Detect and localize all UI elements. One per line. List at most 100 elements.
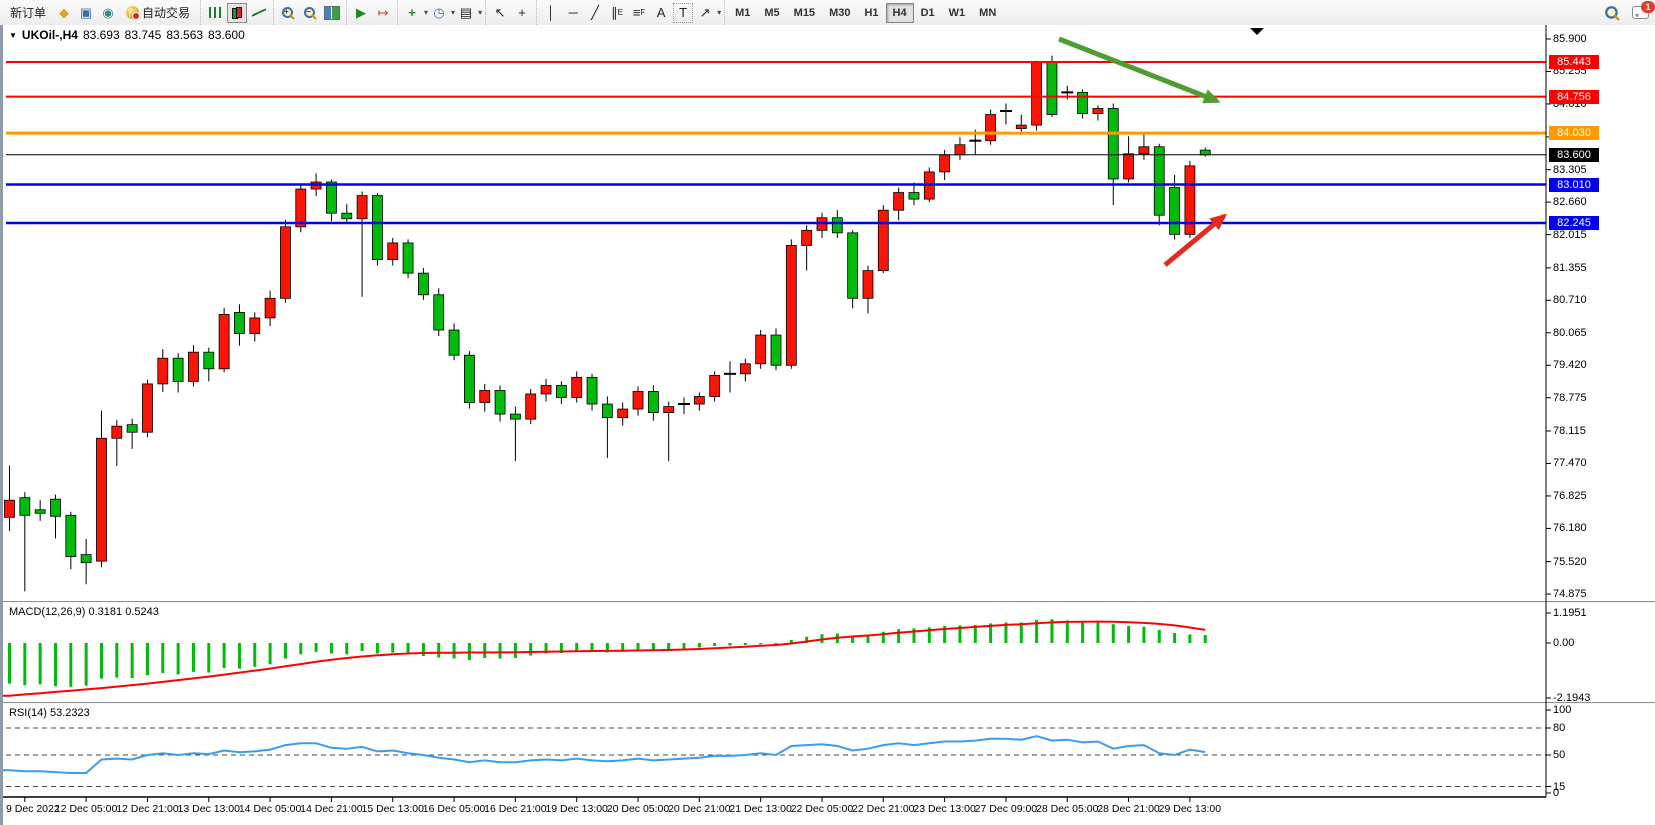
toolbar-group-charttype bbox=[200, 0, 273, 25]
collapse-icon[interactable]: ▼ bbox=[9, 30, 17, 40]
autotrade-icon bbox=[126, 6, 141, 20]
crosshair-icon[interactable]: + bbox=[518, 5, 526, 20]
timeframe-button-MN[interactable]: MN bbox=[972, 3, 1003, 23]
time-axis-label: 27 Dec 09:00 bbox=[974, 803, 1038, 815]
time-axis-label: 22 Dec 21:00 bbox=[852, 803, 915, 815]
templates-dropdown-icon[interactable]: ▾ bbox=[478, 8, 483, 17]
price-tick-label: 75.520 bbox=[1553, 555, 1587, 568]
time-axis-label: 14 Dec 05:00 bbox=[238, 803, 302, 815]
price-tick-label: 82.015 bbox=[1553, 228, 1587, 241]
rsi-pane bbox=[3, 727, 1546, 787]
macd-pane bbox=[3, 619, 1207, 697]
time-axis-label: 14 Dec 21:00 bbox=[300, 803, 363, 815]
price-tick-label: 78.775 bbox=[1553, 391, 1587, 404]
indicators-dropdown-icon[interactable]: ▾ bbox=[424, 8, 429, 17]
green-down-arrow bbox=[1058, 36, 1221, 104]
rsi-label: RSI(14) 53.2323 bbox=[9, 707, 90, 719]
price-level-badge: 84.756 bbox=[1549, 89, 1599, 104]
text-tool-icon[interactable]: A bbox=[656, 5, 666, 20]
toolbar-group-cursor: ↖ + bbox=[485, 0, 536, 25]
trendline-icon[interactable]: ╱ bbox=[591, 5, 599, 20]
timeframe-button-D1[interactable]: D1 bbox=[914, 3, 942, 23]
timeframe-button-M15[interactable]: M15 bbox=[787, 3, 822, 23]
time-axis-label: 20 Dec 05:00 bbox=[606, 803, 670, 815]
bar-chart-icon[interactable] bbox=[205, 3, 225, 23]
autotrade-label: 自动交易 bbox=[142, 6, 191, 20]
rsi-scale-label: 50 bbox=[1553, 749, 1566, 761]
periods-icon[interactable]: ◷ bbox=[433, 5, 445, 20]
chart-shift-icon[interactable]: ↦ bbox=[377, 5, 389, 20]
templates-icon[interactable]: ▤ bbox=[459, 5, 473, 20]
toolbar-right: 1 bbox=[1605, 0, 1655, 25]
candle-series bbox=[4, 55, 1211, 592]
chart-shift-marker bbox=[1250, 28, 1264, 35]
timeframe-button-M5[interactable]: M5 bbox=[757, 3, 786, 23]
time-axis-label: 23 Dec 13:00 bbox=[913, 803, 976, 815]
toolbar-group-standard: 新订单 ◆ ▣ ◉ 自动交易 bbox=[0, 0, 200, 25]
signals-icon[interactable]: ◉ bbox=[102, 5, 114, 20]
vertical-line-icon[interactable]: │ bbox=[547, 5, 556, 20]
price-tick-label: 76.180 bbox=[1553, 522, 1587, 535]
timeframe-button-M30[interactable]: M30 bbox=[822, 3, 857, 23]
red-up-arrow bbox=[1163, 213, 1228, 267]
toolbar-group-zoom: + − bbox=[273, 0, 346, 25]
cursor-icon[interactable]: ↖ bbox=[494, 5, 506, 20]
new-order-button[interactable]: 新订单 bbox=[4, 1, 52, 24]
notification-badge: 1 bbox=[1641, 1, 1655, 13]
tile-windows-icon[interactable] bbox=[322, 3, 342, 23]
time-axis-label: 28 Dec 05:00 bbox=[1036, 803, 1099, 815]
channel-icon[interactable]: ∥ E bbox=[611, 5, 623, 20]
shapes-dropdown-icon[interactable]: ▾ bbox=[717, 8, 722, 17]
price-level-badge: 83.600 bbox=[1549, 147, 1599, 162]
chart-title: ▼ UKOil-,H4 83.693 83.745 83.563 83.600 bbox=[9, 28, 245, 42]
price-tick-label: 83.305 bbox=[1553, 163, 1587, 176]
market-layers-icon[interactable]: ◆ bbox=[59, 5, 70, 20]
search-icon[interactable] bbox=[1605, 5, 1619, 20]
candlestick-chart-icon[interactable] bbox=[227, 2, 248, 23]
periods-dropdown-icon[interactable]: ▾ bbox=[451, 8, 456, 17]
timeframe-button-H1[interactable]: H1 bbox=[857, 3, 885, 23]
rsi-scale-label: 100 bbox=[1553, 704, 1572, 716]
time-axis-label: 12 Dec 05:00 bbox=[54, 803, 118, 815]
time-axis-label: 15 Dec 13:00 bbox=[361, 803, 424, 815]
symbol-label: UKOil-,H4 bbox=[21, 28, 78, 42]
chart-window[interactable]: ▼ UKOil-,H4 83.693 83.745 83.563 83.600 … bbox=[0, 25, 1655, 825]
zoom-in-icon[interactable]: + bbox=[278, 3, 298, 23]
ohlc-close: 83.600 bbox=[208, 28, 245, 42]
price-tick-label: 77.470 bbox=[1553, 457, 1587, 470]
zoom-out-icon[interactable]: − bbox=[300, 3, 320, 23]
price-tick-label: 78.115 bbox=[1553, 424, 1586, 437]
indicators-icon[interactable]: + bbox=[408, 5, 416, 20]
time-axis-label: 13 Dec 13:00 bbox=[177, 803, 240, 815]
time-axis-label: 20 Dec 21:00 bbox=[668, 803, 731, 815]
price-tick-label: 85.900 bbox=[1553, 33, 1587, 45]
time-axis-label: 22 Dec 05:00 bbox=[790, 803, 854, 815]
ohlc-open: 83.693 bbox=[82, 28, 120, 42]
autotrade-button[interactable]: 自动交易 bbox=[120, 1, 196, 24]
time-axis-label: 16 Dec 21:00 bbox=[484, 803, 547, 815]
time-axis-label: 16 Dec 05:00 bbox=[422, 803, 486, 815]
price-tick-label: 81.355 bbox=[1553, 261, 1587, 274]
shapes-icon[interactable]: ↗ bbox=[699, 5, 711, 20]
chat-icon[interactable]: 1 bbox=[1632, 1, 1655, 19]
horizontal-line-icon[interactable]: ─ bbox=[568, 5, 578, 20]
timeframe-button-H4[interactable]: H4 bbox=[885, 2, 914, 23]
rsi-scale-label: 80 bbox=[1553, 722, 1566, 734]
price-tick-label: 82.660 bbox=[1553, 196, 1587, 209]
line-chart-icon[interactable] bbox=[249, 3, 269, 23]
macd-scale-label: 1.1951 bbox=[1553, 607, 1587, 620]
fibonacci-icon[interactable]: ≡ F bbox=[632, 5, 646, 20]
time-axis-label: 9 Dec 2022 bbox=[6, 803, 60, 815]
price-level-badge: 84.030 bbox=[1549, 126, 1599, 141]
price-tick-label: 79.420 bbox=[1553, 359, 1587, 372]
auto-scroll-icon[interactable]: ▶ bbox=[356, 5, 367, 20]
new-chart-icon[interactable]: ▣ bbox=[79, 5, 93, 20]
timeframe-button-M1[interactable]: M1 bbox=[728, 3, 757, 23]
ohlc-low: 83.563 bbox=[166, 28, 204, 42]
timeframe-button-W1[interactable]: W1 bbox=[942, 3, 973, 23]
chart-canvas[interactable] bbox=[3, 25, 1655, 825]
price-tick-label: 74.875 bbox=[1553, 588, 1587, 601]
price-tick-label: 80.710 bbox=[1553, 294, 1587, 307]
price-tick-label: 80.065 bbox=[1553, 326, 1587, 339]
text-label-icon[interactable]: T bbox=[673, 2, 694, 23]
